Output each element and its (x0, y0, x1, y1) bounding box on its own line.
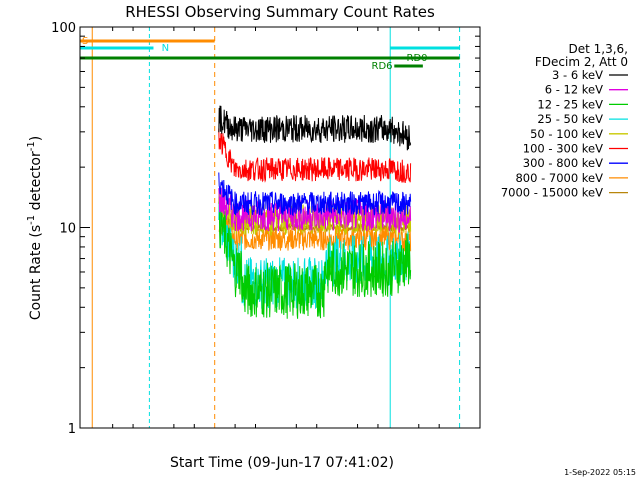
y-axis-label: Count Rate (s-1 detector-1) (26, 136, 44, 320)
y-tick-label-1: 10 (59, 222, 76, 237)
y-axis-label-part-end: ) (28, 136, 44, 141)
legend-label-2: 12 - 25 keV (537, 97, 603, 111)
y-tick-label-2: 100 (51, 21, 76, 36)
footer-timestamp: 1-Sep-2022 05:15 (564, 468, 636, 477)
legend-label-1: 6 - 12 keV (545, 83, 603, 97)
y-axis-label-sup2: -1 (26, 141, 37, 151)
series-line-0 (218, 105, 412, 151)
y-tick-label-0: 1 (68, 422, 76, 437)
series-line-2 (218, 193, 412, 319)
flag-label-4: RD0 (407, 53, 428, 64)
series-line-5 (218, 128, 412, 184)
legend-label-7: 800 - 7000 keV (515, 171, 603, 185)
series-line-6 (218, 172, 412, 217)
chart-title: RHESSI Observing Summary Count Rates (125, 3, 435, 21)
flag-bars: S N RD0 RD6 (80, 36, 460, 72)
y-axis-label-sup1: -1 (26, 215, 37, 225)
series-layer (218, 105, 412, 319)
y-axis-label-part-main: Count Rate (s (28, 225, 44, 320)
legend-label-0: 3 - 6 keV (552, 68, 603, 82)
plot-frame (79, 26, 481, 429)
flag-label-5: RD6 (372, 61, 393, 72)
legend-label-6: 300 - 800 keV (523, 156, 603, 170)
series-line-1 (218, 187, 412, 233)
legend-label-8: 7000 - 15000 keV (501, 186, 603, 200)
y-axis-label-part-mid: detector (28, 151, 44, 215)
flag-label-0: S (82, 36, 88, 47)
legend-header-line2: FDecim 2, Att 0 (535, 55, 628, 69)
axes: 07:4508:0008:1508:3008:4509:0009:1511010… (51, 21, 481, 437)
legend-label-5: 100 - 300 keV (523, 142, 603, 156)
legend-label-3: 25 - 50 keV (537, 112, 603, 126)
x-axis-label: Start Time (09-Jun-17 07:41:02) (170, 455, 394, 471)
legend-header-line1: Det 1,3,6, (569, 42, 629, 56)
flag-label-1: N (162, 43, 169, 54)
legend-label-4: 50 - 100 keV (530, 127, 603, 141)
